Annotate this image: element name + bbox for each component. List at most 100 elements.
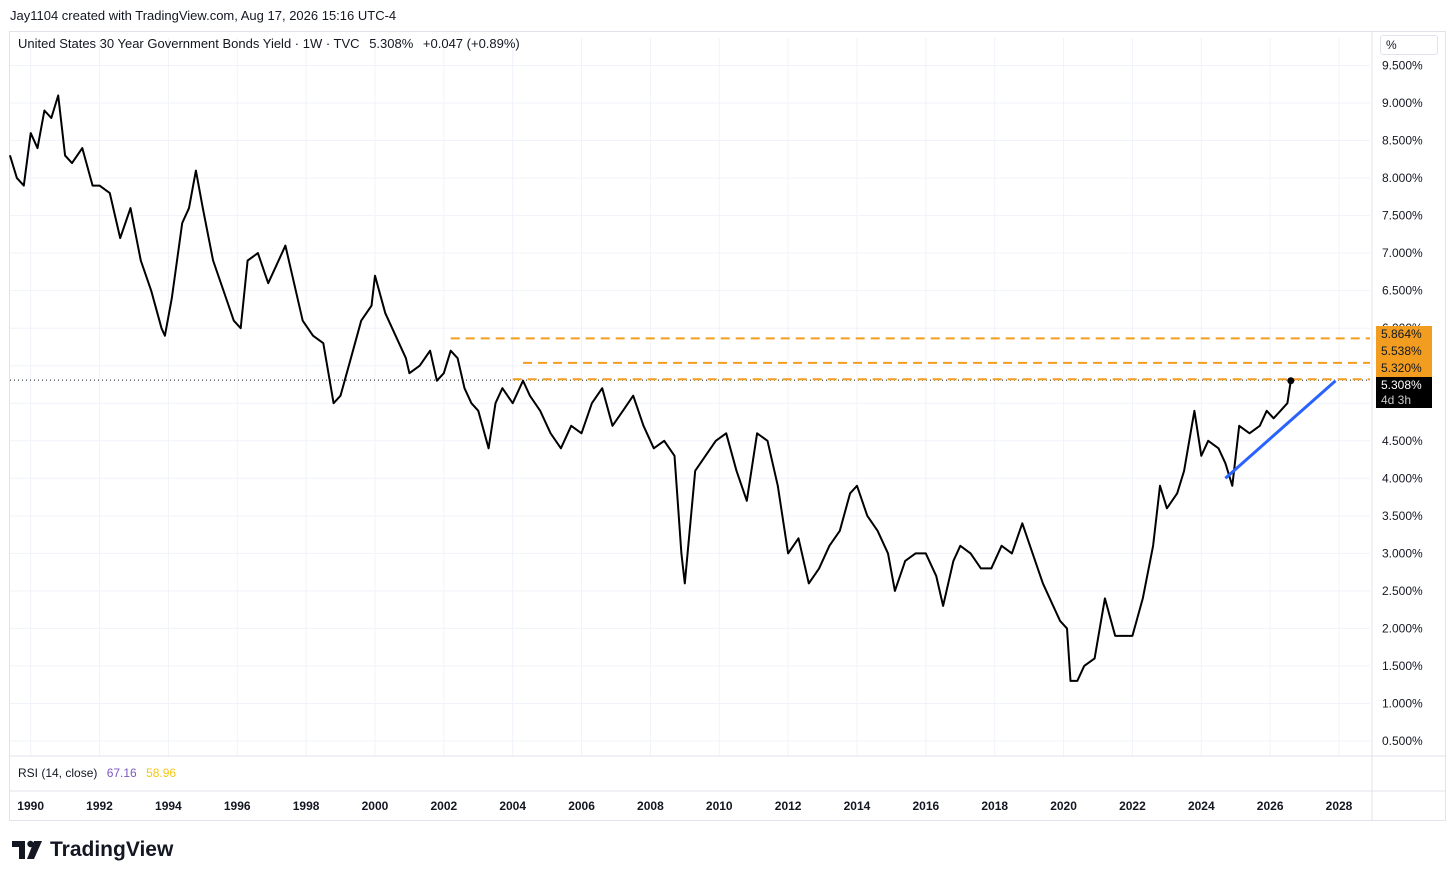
yield-data-point [295, 290, 297, 292]
yield-data-point [36, 147, 39, 149]
yield-data-point [887, 552, 889, 554]
yield-data-point [92, 184, 94, 187]
yield-data-point [942, 605, 944, 607]
yield-data-point [725, 432, 727, 434]
last-price-value: 5.308% [1381, 378, 1422, 392]
level-price-tag: 5.320% [1376, 360, 1432, 377]
yield-data-point [1031, 552, 1034, 554]
yield-data-point [109, 192, 111, 194]
y-tick-label: 3.500% [1382, 509, 1423, 523]
yield-data-point [1021, 522, 1023, 524]
yield-data-point [632, 395, 634, 397]
tradingview-logo[interactable]: TradingView [12, 838, 173, 862]
chart-frame [9, 31, 1446, 821]
x-tick-label: 2006 [568, 799, 595, 813]
last-point-marker [1287, 377, 1295, 385]
yield-data-point [463, 387, 466, 389]
x-tick-label: 1994 [155, 799, 182, 813]
yield-data-point [470, 402, 472, 404]
yield-data-point [160, 327, 163, 329]
yield-data-point [408, 372, 410, 374]
yield-data-point [894, 590, 896, 592]
yield-data-point [839, 530, 841, 532]
x-tick-label: 2000 [362, 799, 389, 813]
x-tick-label: 1998 [293, 799, 320, 813]
brand-name: TradingView [50, 838, 174, 861]
yield-data-point [419, 365, 421, 367]
yield-data-point [849, 492, 851, 494]
yield-data-point [935, 575, 937, 577]
x-tick-label: 2024 [1188, 799, 1215, 813]
yield-data-point [16, 177, 18, 179]
y-tick-label: 2.500% [1382, 584, 1423, 598]
yield-data-point [450, 350, 452, 352]
rsi-value-2: 58.96 [146, 766, 177, 780]
yield-data-point [456, 357, 459, 359]
yield-data-point [240, 327, 242, 329]
yield-data-point [494, 402, 497, 404]
y-tick-label: 4.000% [1382, 471, 1423, 485]
tradingview-logo-icon [12, 840, 42, 859]
yield-data-point [766, 440, 769, 442]
yield-data-point [522, 380, 524, 382]
yield-data-point [952, 560, 954, 562]
yield-data-point [1152, 545, 1154, 547]
yield-data-point [477, 410, 479, 412]
yield-data-point [746, 500, 748, 502]
yield-data-point [925, 552, 927, 554]
yield-data-point [1259, 425, 1261, 427]
y-tick-label: 3.000% [1382, 546, 1423, 560]
yield-data-point [1042, 582, 1044, 584]
yield-data-point [570, 425, 572, 427]
yield-data-point [1093, 657, 1096, 660]
yield-data-point [202, 207, 204, 209]
yield-data-point [529, 395, 531, 397]
yield-data-point [1224, 462, 1226, 464]
yield-data-point [1083, 665, 1085, 667]
yield-data-point [828, 545, 831, 547]
yield-data-point [914, 552, 917, 554]
x-tick-label: 2020 [1050, 799, 1077, 813]
y-tick-label: 4.500% [1382, 434, 1423, 448]
yield-data-point [1124, 635, 1127, 637]
yield-data-point [1066, 627, 1068, 630]
unit-button[interactable]: % [1380, 35, 1438, 55]
x-tick-label: 2010 [706, 799, 733, 813]
y-tick-label: 9.000% [1382, 96, 1423, 110]
yield-data-point [1266, 410, 1268, 412]
yield-data-point [601, 387, 603, 389]
yield-data-point [622, 410, 624, 412]
yield-data-point [539, 410, 541, 412]
symbol-legend: United States 30 Year Government Bonds Y… [18, 36, 526, 51]
yield-data-point [777, 485, 779, 487]
y-tick-label: 0.500% [1382, 734, 1423, 748]
yield-data-point [181, 222, 183, 224]
x-tick-label: 2012 [775, 799, 802, 813]
yield-data-point [222, 290, 225, 292]
yield-data-point [1193, 410, 1196, 412]
x-tick-label: 2028 [1326, 799, 1353, 813]
yield-data-point [694, 470, 696, 472]
x-tick-label: 2014 [844, 799, 871, 813]
yield-data-point [735, 470, 738, 472]
yield-data-point [312, 335, 314, 337]
yield-data-point [856, 485, 858, 487]
rsi-label: RSI (14, close) [18, 766, 98, 780]
yield-data-point [188, 207, 190, 209]
yield-data-point [990, 567, 992, 569]
yield-data-point [487, 447, 490, 449]
yield-data-point [50, 117, 52, 119]
yield-data-point [30, 132, 32, 134]
yield-data-point [877, 530, 879, 532]
yield-data-point [140, 260, 142, 262]
yield-data-point [1052, 605, 1054, 607]
y-tick-label: 1.500% [1382, 659, 1423, 673]
yield-data-point [374, 275, 376, 277]
yield-data-point [1207, 440, 1209, 442]
yield-data-point [642, 425, 645, 427]
yield-data-point [797, 537, 800, 539]
x-tick-label: 2022 [1119, 799, 1146, 813]
yield-data-point [808, 582, 810, 584]
yield-data-point [1069, 680, 1072, 682]
